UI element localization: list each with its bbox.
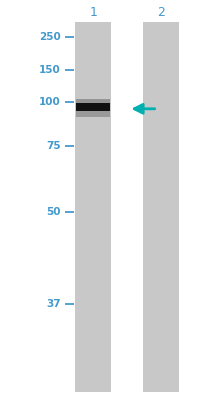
Text: 100: 100: [39, 97, 60, 107]
Text: 2: 2: [156, 6, 164, 18]
Text: 50: 50: [46, 207, 60, 217]
Bar: [76, 103, 110, 111]
Text: 250: 250: [39, 32, 60, 42]
Text: 150: 150: [39, 65, 60, 75]
Text: 1: 1: [89, 6, 97, 18]
Bar: [76, 99, 110, 104]
Text: 37: 37: [46, 299, 60, 309]
Text: 75: 75: [46, 141, 60, 151]
Bar: [142, 22, 178, 392]
Bar: [75, 22, 111, 392]
Bar: [76, 111, 110, 117]
